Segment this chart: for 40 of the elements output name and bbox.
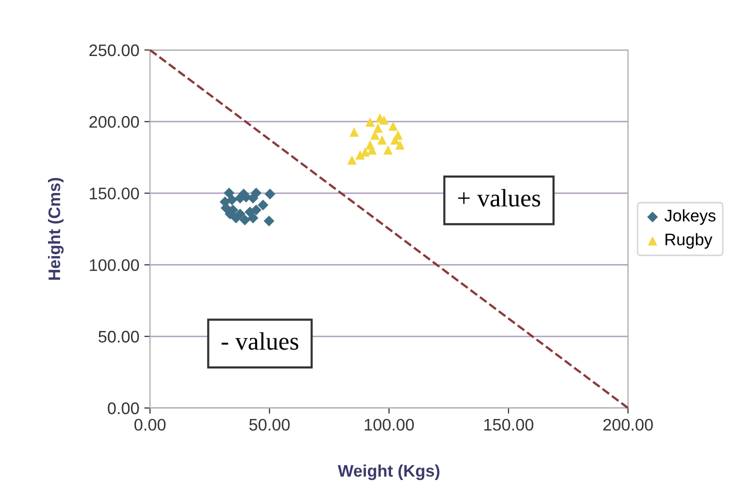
point — [377, 135, 387, 145]
y-axis-title: Height (Cms) — [48, 178, 64, 280]
x-tick-label: 0.00 — [134, 418, 166, 431]
x-tick-label: 100.00 — [364, 418, 414, 431]
point — [248, 192, 258, 204]
y-tick-label: 0.00 — [108, 402, 139, 414]
y-tick-label: 200.00 — [89, 116, 139, 128]
annotation: - values — [222, 332, 298, 350]
point — [264, 216, 274, 226]
x-tick-label: 200.00 — [603, 418, 653, 431]
legend-label: Jokeys — [664, 209, 716, 225]
point — [395, 140, 405, 150]
point — [383, 145, 393, 155]
y-tick-label: 50.00 — [98, 330, 139, 343]
point — [347, 155, 357, 165]
point — [258, 200, 268, 210]
point — [388, 121, 398, 131]
point — [230, 212, 242, 224]
point — [365, 140, 375, 150]
point — [224, 188, 234, 198]
point — [379, 115, 389, 125]
point — [355, 150, 365, 160]
point — [373, 123, 383, 133]
point — [349, 127, 359, 137]
x-tick-label: 50.00 — [249, 418, 290, 431]
x-axis-title: Weight (Kgs) — [338, 464, 440, 480]
y-tick-label: 250.00 — [89, 44, 139, 56]
annotation: + values — [458, 189, 540, 207]
point — [226, 194, 238, 206]
point — [250, 204, 262, 216]
point — [360, 147, 370, 157]
y-tick-label: 150.00 — [90, 188, 139, 200]
legend-label: Rugby — [666, 233, 712, 249]
point — [248, 212, 258, 224]
y-tick-label: 100.00 — [90, 259, 139, 272]
point — [264, 188, 276, 200]
point — [365, 117, 375, 127]
point — [240, 214, 250, 226]
x-tick-label: 150.00 — [484, 418, 534, 431]
point — [390, 135, 400, 145]
